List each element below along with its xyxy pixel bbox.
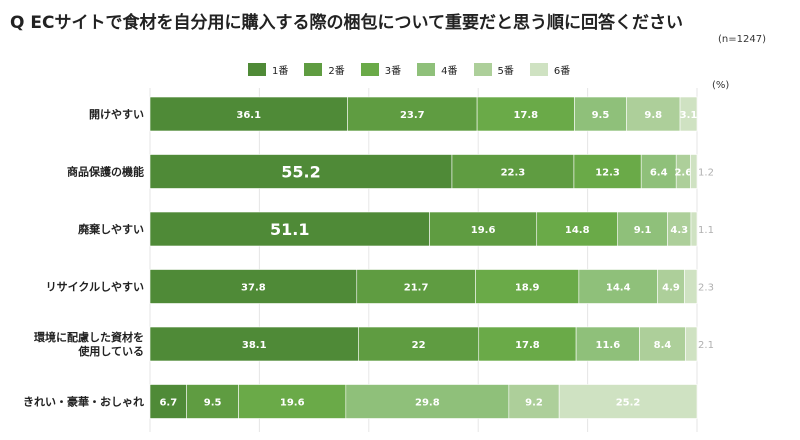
bar-segment (690, 211, 698, 247)
bar-segment (573, 154, 642, 189)
bar-segment (657, 269, 685, 304)
bar-segment (574, 96, 627, 132)
category-label: 商品保護の機能 (67, 165, 144, 179)
legend-item-3: 3番 (360, 62, 402, 77)
legend-item-2: 2番 (304, 62, 345, 77)
bar-segment (345, 384, 510, 419)
category-label: 環境に配慮した資材を使用している (34, 330, 144, 358)
data-label: 9.2 (525, 398, 543, 409)
bar-segment (358, 326, 480, 362)
unit-label: (%) (712, 80, 730, 91)
bar-segment (626, 96, 681, 132)
data-label: 9.5 (592, 110, 610, 121)
data-label: 14.8 (565, 225, 590, 236)
legend-item-6: 6番 (529, 62, 571, 77)
data-label: 9.1 (634, 225, 652, 236)
data-label: 12.3 (595, 168, 620, 179)
data-label: 14.4 (606, 283, 631, 294)
data-label: 17.8 (513, 110, 538, 121)
bar-segment (238, 384, 347, 419)
data-label: 1.2 (698, 168, 714, 179)
bar-segment (347, 96, 478, 132)
data-label: 18.9 (515, 283, 540, 294)
bar-segment (575, 326, 640, 362)
data-label: 55.2 (281, 163, 320, 182)
data-label: 21.7 (404, 283, 429, 294)
bar-segment (149, 326, 359, 362)
data-label: 4.3 (670, 225, 688, 236)
bar-segment (536, 211, 618, 247)
data-label: 4.9 (662, 283, 680, 294)
bar-segment (508, 384, 560, 419)
bar-segment (186, 384, 239, 419)
category-label: 廃棄しやすい (78, 222, 144, 236)
data-label: 1.1 (698, 225, 714, 236)
legend-swatch-1 (248, 63, 266, 76)
bar-segment (640, 154, 677, 189)
legend-label-5: 5番 (497, 66, 514, 77)
data-label: 17.8 (515, 340, 540, 351)
data-label: 51.1 (270, 220, 309, 239)
data-label: 23.7 (400, 110, 425, 121)
bar-segment (578, 269, 658, 304)
legend: 1番 2番 3番 4番 5番 6番 (248, 62, 570, 77)
bar-segment (679, 96, 698, 132)
data-label: 37.8 (241, 283, 266, 294)
data-label: 38.1 (242, 340, 267, 351)
bar-segment (476, 96, 575, 132)
data-label: 6.7 (159, 398, 177, 409)
data-label: 36.1 (236, 110, 261, 121)
legend-label-4: 4番 (441, 66, 458, 77)
legend-label-1: 1番 (272, 66, 289, 77)
legend-swatch-3 (360, 63, 379, 76)
bar-segment (451, 154, 575, 189)
data-label: 19.6 (280, 398, 305, 409)
bar-segment (149, 154, 453, 189)
bar-segment (558, 384, 698, 419)
bar-segment (429, 211, 538, 247)
bar-segment (149, 96, 348, 132)
bar-segment (149, 269, 358, 304)
data-label: 9.8 (644, 110, 662, 121)
bar-segment (149, 211, 430, 247)
category-label: 開けやすい (89, 108, 144, 121)
bar-segment (475, 269, 580, 304)
data-label: 22.3 (501, 168, 526, 179)
data-label: 11.6 (595, 340, 620, 351)
legend-swatch-2 (304, 63, 323, 76)
data-label: 25.2 (616, 398, 641, 409)
category-label: リサイクルしやすい (46, 281, 144, 294)
legend-label-6: 6番 (553, 66, 571, 77)
data-label: 9.5 (204, 398, 222, 409)
data-label: 6.4 (650, 168, 668, 179)
data-label: 2.6 (674, 168, 692, 179)
bar-segment (684, 269, 698, 304)
legend-swatch-6 (529, 63, 548, 76)
bar-segment (690, 154, 698, 189)
legend-item-5: 5番 (473, 62, 514, 77)
legend-label-3: 3番 (384, 66, 402, 77)
data-label: 19.6 (471, 225, 496, 236)
legend-label-2: 2番 (328, 66, 345, 77)
legend-item-4: 4番 (417, 62, 458, 77)
data-label: 22 (412, 340, 426, 351)
legend-swatch-5 (473, 63, 492, 76)
bar-segment (617, 211, 668, 247)
legend-item-1: 1番 (248, 62, 288, 77)
sample-size: (n=1247) (718, 34, 766, 45)
data-label: 8.4 (654, 340, 672, 351)
category-label: きれい・豪華・おしゃれ (23, 395, 144, 409)
chart-title: Q ECサイトで食材を自分用に購入する際の梱包について重要だと思う順に回答くださ… (10, 13, 683, 33)
data-label: 2.3 (698, 283, 714, 294)
data-label: 2.1 (698, 340, 714, 351)
legend-swatch-4 (417, 63, 436, 76)
data-label: 29.8 (415, 398, 440, 409)
bar-segment (685, 326, 698, 362)
bar-segment (639, 326, 686, 362)
data-label: 3.1 (680, 110, 698, 121)
